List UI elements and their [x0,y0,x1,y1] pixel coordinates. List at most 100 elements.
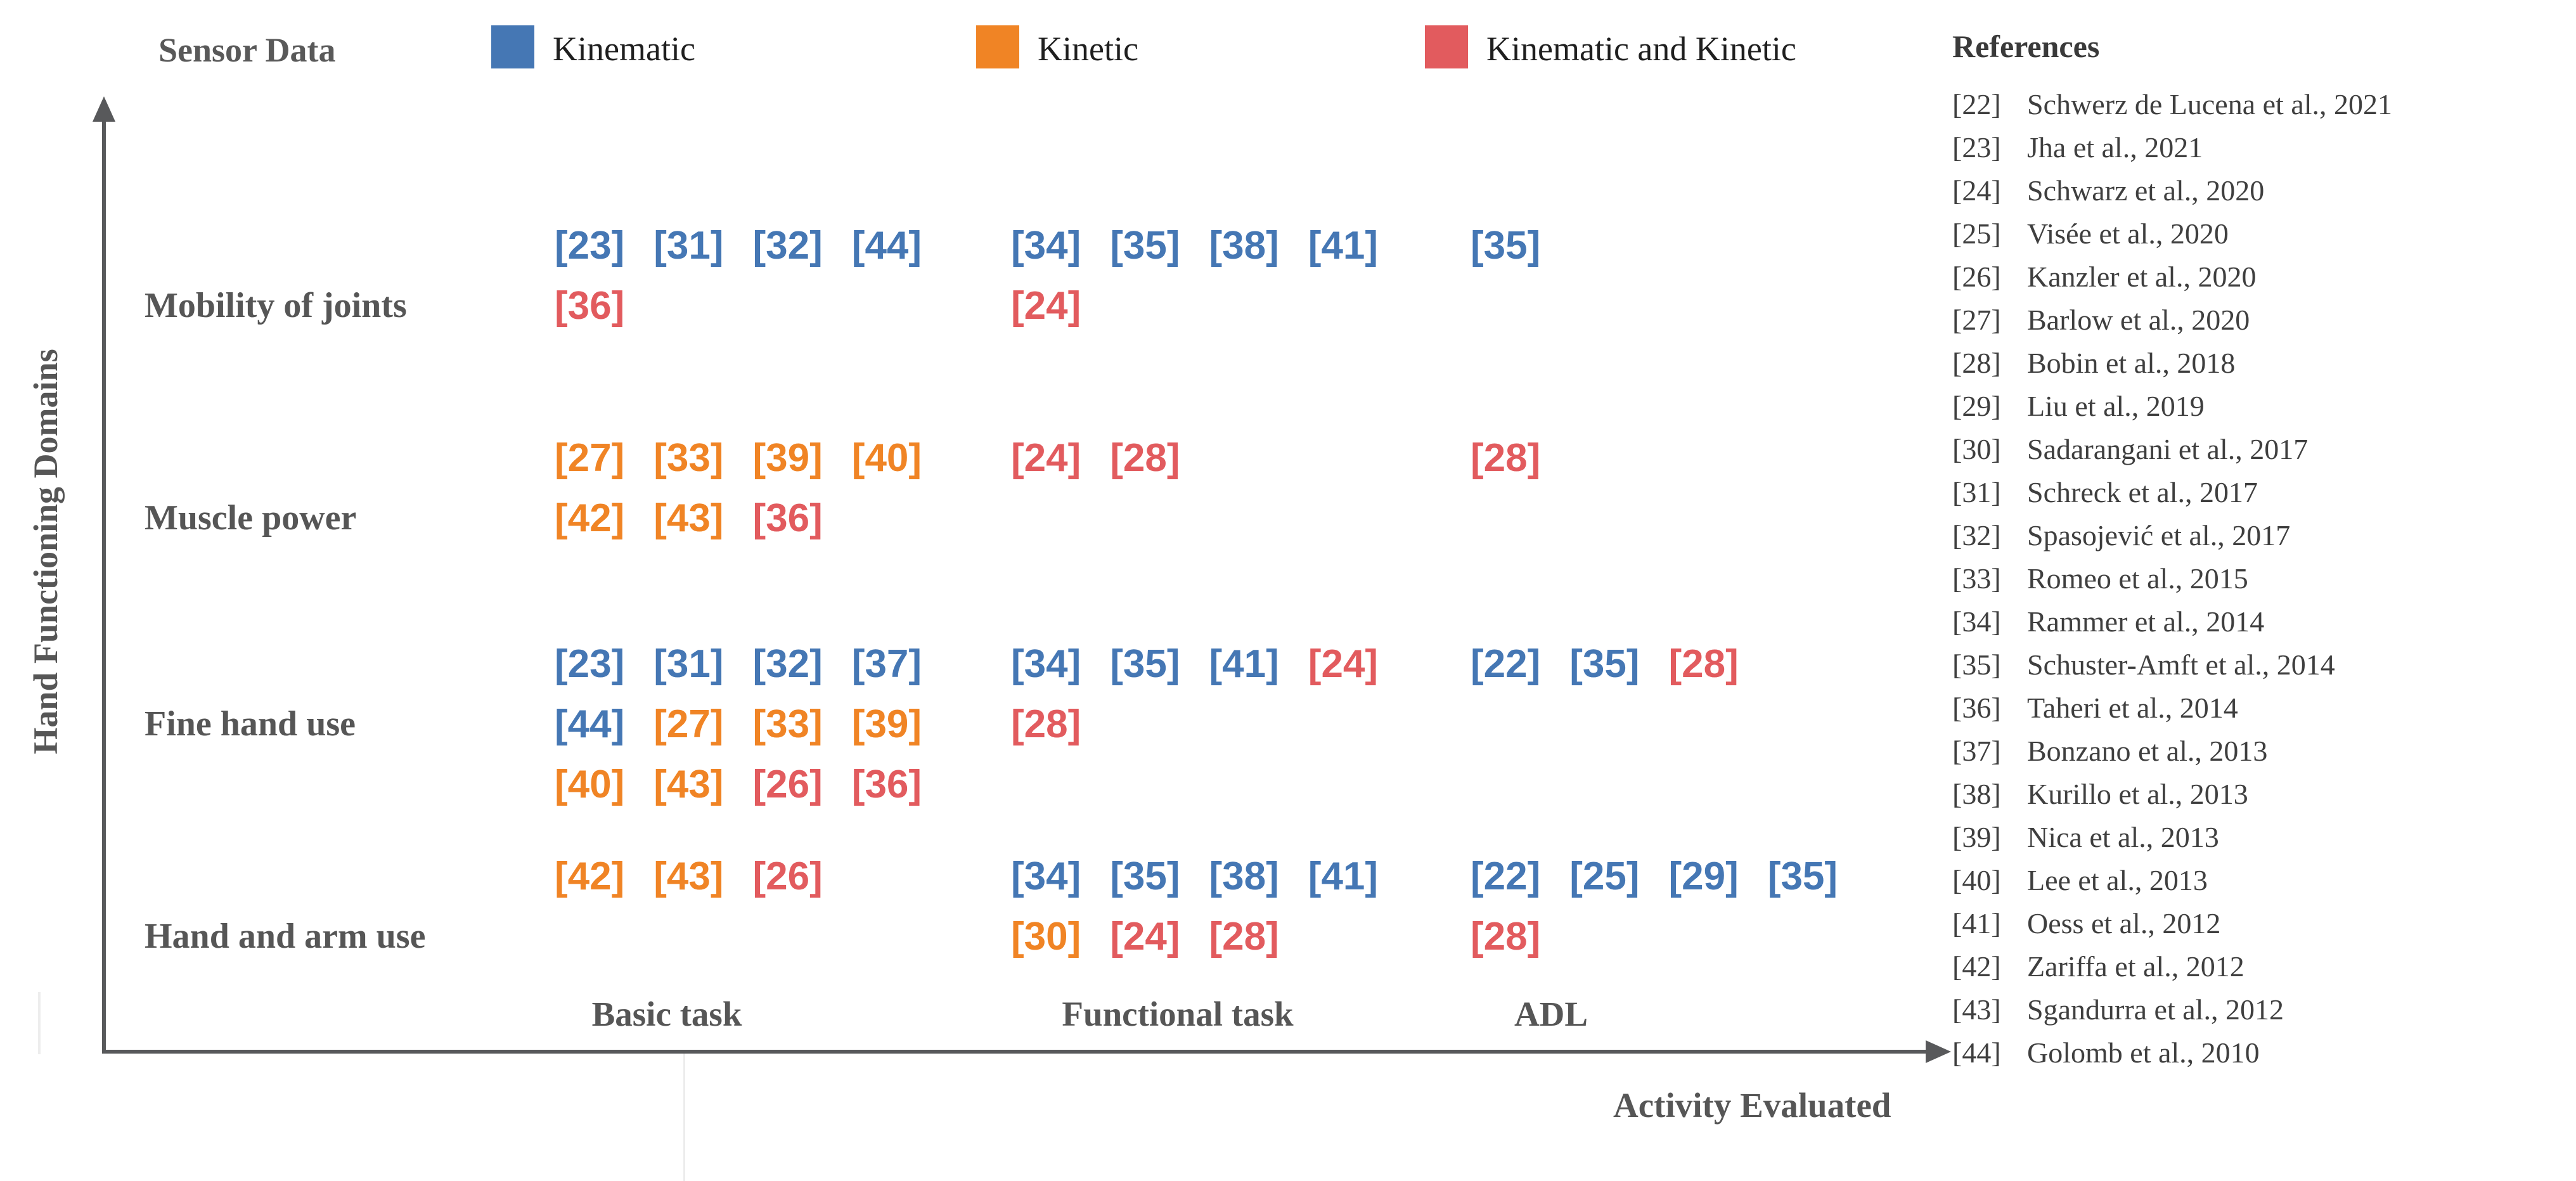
grid-cell-line: [30] [24] [28] [1011,907,1378,967]
reference-item: [23] Jha et al., 2021 [1952,126,2561,169]
reference-number: [23] [1952,131,2001,164]
citation-ref: [27] [654,702,724,746]
citation-ref: [43] [654,763,724,806]
citation-ref: [35] [1110,642,1180,686]
grid-cell-line: [24] [28] [1011,428,1180,488]
citation-ref: [31] [654,642,724,686]
citation-ref: [36] [851,763,922,806]
citation-ref: [35] [1110,855,1180,898]
reference-number: [30] [1952,432,2001,465]
citation-ref: [35] [1471,224,1541,268]
grid-cell-line: [44] [27] [33] [39] [555,694,922,754]
reference-text: Visée et al., 2020 [2027,217,2229,250]
citation-ref: [24] [1011,436,1081,480]
citation-ref: [34] [1011,855,1081,898]
citation-ref: [40] [555,763,625,806]
citation-ref: [26] [752,763,823,806]
grid-cell: [34] [35] [41] [24] [28] [1011,634,1378,754]
grid-cell-line: [34] [35] [41] [24] [1011,634,1378,694]
reference-number: [33] [1952,562,2001,595]
y-axis-line [102,117,106,1054]
citation-ref: [24] [1011,284,1081,328]
reference-number: [43] [1952,993,2001,1026]
grid-cell-line: [34] [35] [38] [41] [1011,846,1378,907]
column-header-adl: ADL [1514,995,1588,1033]
y-axis-label: Hand Functioning Domains [27,349,65,754]
reference-number: [40] [1952,863,2001,896]
citation-ref: [34] [1011,642,1081,686]
grid-cell-line: [23] [31] [32] [44] [555,216,922,276]
citation-ref: [28] [1471,915,1541,958]
reference-item: [33] Romeo et al., 2015 [1952,557,2561,600]
references-list: [22] Schwerz de Lucena et al., 2021 [23] Jh… [1952,82,2561,1074]
citation-ref: [41] [1308,855,1379,898]
references-title: References [1952,29,2100,64]
reference-item: [25] Visée et al., 2020 [1952,212,2561,255]
kinematic-and-kinetic-color-swatch [1425,25,1468,68]
citation-ref: [39] [752,436,823,480]
reference-text: Jha et al., 2021 [2027,131,2203,164]
citation-ref: [44] [555,702,625,746]
citation-ref: [28] [1668,642,1739,686]
reference-item: [42] Zariffa et al., 2012 [1952,945,2561,988]
reference-item: [29] Liu et al., 2019 [1952,384,2561,427]
reference-number: [37] [1952,734,2001,767]
citation-ref: [44] [851,224,922,268]
faint-divider-line [683,1054,685,1181]
column-header-basic-task: Basic task [591,995,742,1033]
citation-ref: [35] [1569,642,1640,686]
reference-item: [35] Schuster-Amft et al., 2014 [1952,643,2561,686]
grid-cell: [24] [28] [1011,428,1180,488]
citation-ref: [43] [654,496,724,540]
row-label-hand-and-arm-use: Hand and arm use [145,917,426,956]
reference-number: [31] [1952,475,2001,508]
faint-mark [38,992,41,1054]
citation-ref: [32] [752,224,823,268]
reference-item: [24] Schwarz et al., 2020 [1952,169,2561,212]
row-label-mobility-of-joints: Mobility of joints [145,286,407,325]
row-label-fine-hand-use: Fine hand use [145,704,356,744]
grid-cell: [22] [35] [28] [1471,634,1739,694]
grid-cell-line: [35] [1471,216,1540,276]
reference-text: Rammer et al., 2014 [2027,605,2265,638]
reference-text: Bonzano et al., 2013 [2027,734,2268,767]
reference-item: [44] Golomb et al., 2010 [1952,1031,2561,1074]
citation-ref: [43] [654,855,724,898]
legend-label-kinetic: Kinetic [1038,30,1138,68]
citation-ref: [32] [752,642,823,686]
citation-ref: [26] [752,855,823,898]
grid-cell: [28] [1471,428,1540,488]
references-panel: References [22] Schwerz de Lucena et al.,… [1952,28,2561,1074]
reference-number: [35] [1952,648,2001,681]
reference-item: [41] Oess et al., 2012 [1952,901,2561,945]
citation-ref: [42] [555,855,625,898]
reference-text: Sadarangani et al., 2017 [2027,432,2309,465]
reference-text: Schwerz de Lucena et al., 2021 [2027,87,2393,120]
reference-item: [37] Bonzano et al., 2013 [1952,729,2561,772]
reference-text: Schuster-Amft et al., 2014 [2027,648,2335,681]
kinetic-color-swatch [976,25,1019,68]
grid-cell: [27] [33] [39] [40] [42] [43] [36] [555,428,922,548]
reference-item: [32] Spasojević et al., 2017 [1952,513,2561,557]
citation-ref: [28] [1011,702,1081,746]
citation-ref: [41] [1308,224,1379,268]
citation-ref: [33] [654,436,724,480]
reference-text: Oess et al., 2012 [2027,907,2221,939]
grid-cell-line: [34] [35] [38] [41] [1011,216,1378,276]
x-axis-label: Activity Evaluated [1613,1086,1891,1125]
reference-item: [27] Barlow et al., 2020 [1952,298,2561,341]
reference-number: [28] [1952,346,2001,379]
reference-text: Bobin et al., 2018 [2027,346,2236,379]
reference-text: Golomb et al., 2010 [2027,1036,2260,1069]
grid-cell-line: [24] [1011,276,1378,336]
citation-ref: [25] [1569,855,1640,898]
grid-cell: [22] [25] [29] [35] [28] [1471,846,1838,967]
citation-ref: [22] [1471,642,1541,686]
citation-ref: [28] [1471,436,1541,480]
reference-number: [27] [1952,303,2001,336]
reference-number: [36] [1952,691,2001,724]
grid-cell-line: [42] [43] [26] [555,846,823,907]
reference-number: [32] [1952,519,2001,552]
reference-item: [40] Lee et al., 2013 [1952,858,2561,901]
citation-ref: [27] [555,436,625,480]
